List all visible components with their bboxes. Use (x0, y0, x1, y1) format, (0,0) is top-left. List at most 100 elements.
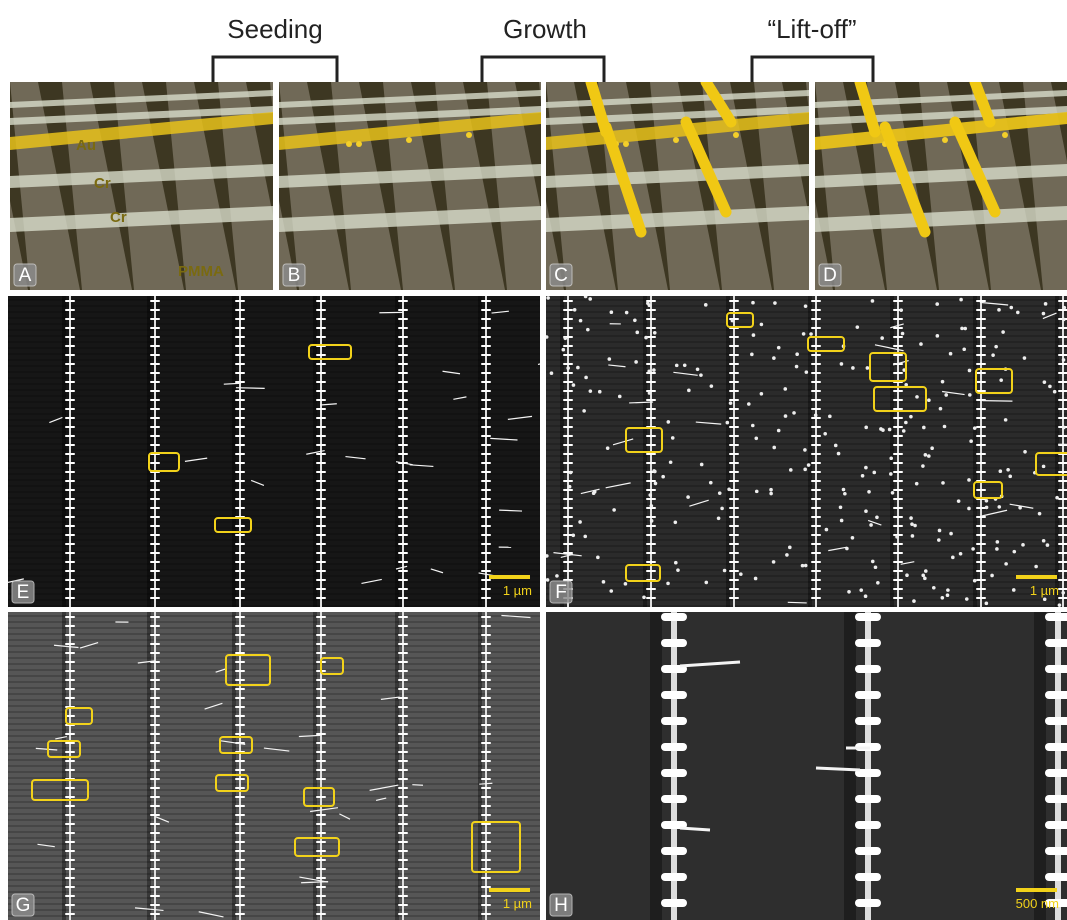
particle (642, 595, 646, 599)
particle (965, 597, 969, 601)
particle (650, 504, 654, 508)
particle (727, 487, 731, 491)
particle (912, 599, 916, 603)
seed (623, 141, 629, 147)
particle (936, 334, 940, 338)
particle (789, 468, 793, 472)
particle (785, 553, 789, 557)
particle (997, 308, 1001, 312)
particle (941, 380, 945, 384)
panel: 500 nm (546, 612, 1067, 920)
seed (406, 137, 412, 143)
stage-label: Seeding (227, 14, 322, 44)
particle (866, 366, 870, 370)
particle (751, 301, 755, 305)
particle (927, 454, 931, 458)
particle (769, 492, 773, 496)
particle (569, 471, 573, 475)
particle (951, 556, 955, 560)
particle (935, 302, 939, 306)
particle (696, 368, 700, 372)
particle (861, 474, 865, 478)
particle (1012, 588, 1016, 592)
particle (562, 348, 566, 352)
panel: 1 µm (545, 295, 1067, 607)
particle (723, 569, 727, 573)
particle (675, 364, 679, 368)
panel-letter: F (555, 582, 567, 603)
particle (809, 332, 813, 336)
particle (963, 327, 967, 331)
nanowire (816, 768, 860, 770)
particle (960, 327, 964, 331)
particle (661, 475, 665, 479)
particle (1048, 385, 1052, 389)
particle (602, 580, 606, 584)
particle (699, 373, 703, 377)
particle (1042, 312, 1046, 316)
particle (687, 389, 691, 393)
particle (667, 420, 671, 424)
particle (851, 536, 855, 540)
seed (1002, 132, 1008, 138)
material-label: Cr (110, 209, 127, 226)
particle (579, 319, 583, 323)
particle (589, 389, 593, 393)
particle (671, 436, 675, 440)
particle (840, 362, 844, 366)
particle (804, 304, 808, 308)
particle (911, 534, 915, 538)
particle (802, 332, 806, 336)
particle (921, 464, 925, 468)
particle (683, 363, 687, 367)
particle (946, 588, 950, 592)
particle (994, 345, 998, 349)
particle (1023, 450, 1027, 454)
particle (867, 490, 871, 494)
particle (772, 356, 776, 360)
particle (967, 507, 971, 511)
particle (1023, 356, 1027, 360)
trench (478, 612, 482, 920)
trench (726, 296, 730, 607)
particle (792, 411, 796, 415)
particle (754, 577, 758, 581)
particle (901, 332, 905, 336)
particle (909, 415, 913, 419)
particle (555, 574, 559, 578)
particle (871, 560, 875, 564)
particle (930, 446, 934, 450)
particle (654, 482, 658, 486)
particle (618, 395, 622, 399)
material-label: Au (76, 137, 96, 154)
particle (995, 547, 999, 551)
particle (922, 426, 926, 430)
particle (573, 308, 577, 312)
particle (959, 298, 963, 302)
particle (843, 492, 847, 496)
particle (864, 509, 868, 513)
panel: 1 µm (8, 612, 540, 920)
trench (62, 612, 66, 920)
seed (466, 132, 472, 138)
particle (666, 582, 670, 586)
particle (750, 353, 754, 357)
particle (612, 508, 616, 512)
particle (769, 488, 773, 492)
particle (747, 402, 751, 406)
particle (1061, 591, 1065, 595)
particle (1055, 496, 1059, 500)
particle (669, 460, 673, 464)
particle (803, 468, 807, 472)
particle (944, 393, 948, 397)
particle (788, 546, 792, 550)
particle (1044, 302, 1048, 306)
particle (676, 568, 680, 572)
particle (1034, 565, 1038, 569)
particle (949, 532, 953, 536)
particle (864, 426, 868, 430)
particle (924, 453, 928, 457)
particle (772, 446, 776, 450)
trench (560, 296, 564, 607)
nanowire (680, 828, 710, 830)
